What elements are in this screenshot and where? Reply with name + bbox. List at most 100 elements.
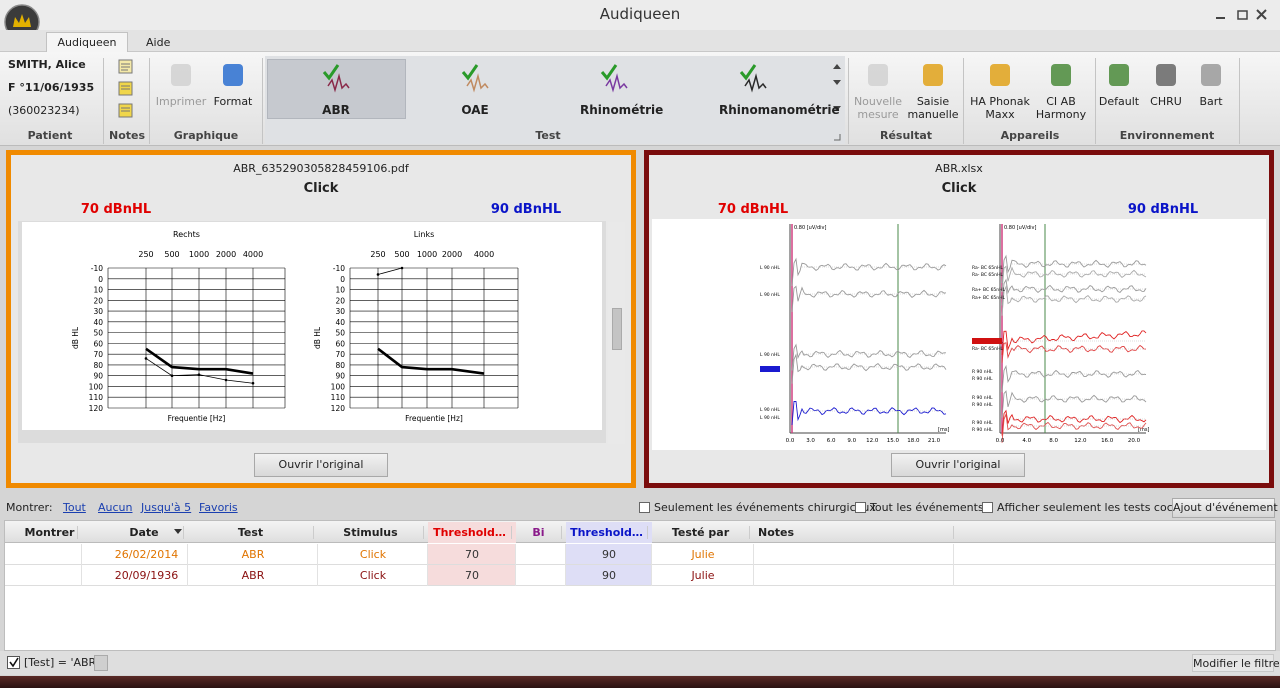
cell: 90 xyxy=(602,569,616,582)
button-icon[interactable] xyxy=(1105,58,1133,90)
tab[interactable]: Aide xyxy=(146,36,171,49)
y-tick-label: 120 xyxy=(331,404,346,413)
y-tick-label: 80 xyxy=(93,361,103,370)
button-label[interactable]: Rhinomanométrie xyxy=(719,103,840,117)
column-header[interactable]: Bi xyxy=(516,526,562,539)
icon xyxy=(1051,64,1071,86)
sort-arrow xyxy=(174,529,182,534)
y-tick-label: 40 xyxy=(335,318,345,327)
icon xyxy=(868,64,888,86)
waveform xyxy=(791,401,947,426)
tab[interactable]: Audiqueen xyxy=(46,32,128,53)
trace-marker xyxy=(760,366,780,372)
x-tick-label: 9.0 xyxy=(847,438,856,444)
y-tick-label: 110 xyxy=(89,393,104,402)
cell: Click xyxy=(359,569,387,582)
filter-link[interactable]: Tout xyxy=(63,501,86,514)
table-row[interactable] xyxy=(5,565,1275,586)
y-tick-label: 80 xyxy=(335,361,345,370)
filter-link[interactable]: Aucun xyxy=(98,501,133,514)
button-label[interactable]: OAE xyxy=(461,103,489,117)
cell-border xyxy=(651,565,652,586)
y-tick-label: 50 xyxy=(93,329,103,338)
edit-filter-button[interactable]: Modifier le filtre xyxy=(1192,654,1280,672)
button-icon[interactable] xyxy=(986,58,1014,90)
button-label[interactable]: Imprimer xyxy=(155,95,207,108)
cell-border xyxy=(317,565,318,586)
y-tick-label: 110 xyxy=(331,393,346,402)
gallery-scroll[interactable] xyxy=(830,60,844,144)
column-header[interactable]: Threshold… xyxy=(428,526,512,539)
filter-dropdown[interactable] xyxy=(94,655,108,671)
button-label[interactable]: HA Phonak Maxx xyxy=(970,95,1030,121)
threshold-point xyxy=(170,374,174,377)
trace-marker xyxy=(972,338,1002,344)
notes-icons[interactable] xyxy=(116,58,136,120)
checkbox-label: Tout les événements xyxy=(870,501,984,514)
add-event-button[interactable]: Ajout d'événement xyxy=(1172,498,1278,518)
button-label[interactable]: Saisie manuelle xyxy=(907,95,959,121)
column-header[interactable]: Stimulus xyxy=(318,526,424,539)
trace-label: Ra+ BC 65nHL xyxy=(972,295,1006,301)
threshold-point xyxy=(376,273,380,276)
left-level: 70 dBnHL xyxy=(80,202,152,217)
button-icon[interactable] xyxy=(919,58,947,90)
window-controls[interactable] xyxy=(1210,6,1274,24)
show-label: Montrer: xyxy=(6,501,53,514)
button-icon[interactable] xyxy=(1197,58,1225,90)
cell-border xyxy=(953,565,954,586)
button-label[interactable]: Format xyxy=(213,95,253,108)
open-original-button[interactable]: Ouvrir l'original xyxy=(891,453,1025,477)
separator xyxy=(262,58,263,144)
button-icon[interactable] xyxy=(219,58,247,90)
checkbox[interactable] xyxy=(639,502,650,513)
x-tick-label: 18.0 xyxy=(907,438,920,444)
filter-link[interactable]: Favoris xyxy=(199,501,238,514)
column-header[interactable]: Testé par xyxy=(652,526,750,539)
filter-checkbox[interactable] xyxy=(7,656,21,670)
taskbar xyxy=(0,676,1280,688)
button-icon[interactable] xyxy=(461,62,489,98)
button-icon[interactable] xyxy=(600,62,628,98)
button-label[interactable]: Rhinométrie xyxy=(580,103,664,117)
button-label[interactable]: Nouvelle mesure xyxy=(853,95,903,121)
glyph xyxy=(171,64,191,86)
checkbox-label: Seulement les événements chirurgicaux xyxy=(654,501,876,514)
threshold-point xyxy=(144,357,148,360)
waveform xyxy=(791,353,947,384)
button-label[interactable]: CHRU xyxy=(1150,95,1182,108)
column-header[interactable]: Date xyxy=(105,526,184,539)
filter-link[interactable]: Jusqu'à 5 xyxy=(141,501,192,514)
column-header[interactable]: Notes xyxy=(758,526,954,539)
scroll-thumb[interactable] xyxy=(612,308,622,350)
checkbox[interactable] xyxy=(982,502,993,513)
button-icon[interactable] xyxy=(167,58,195,90)
button-icon[interactable] xyxy=(1152,58,1180,90)
button-label[interactable]: Bart xyxy=(1199,95,1223,108)
right-level: 90 dBnHL xyxy=(490,202,562,217)
glyph xyxy=(327,73,350,93)
button-icon[interactable] xyxy=(1047,58,1075,90)
stimulus: Click xyxy=(941,181,977,196)
button-label[interactable]: Default xyxy=(1098,95,1140,108)
x-tick-label: 2000 xyxy=(216,250,236,259)
patient-details: F °11/06/1935 xyxy=(8,81,95,94)
column-header[interactable]: Threshold… xyxy=(566,526,648,539)
button-icon[interactable] xyxy=(739,62,767,98)
y-tick-label: 70 xyxy=(93,350,103,359)
table-row[interactable] xyxy=(5,544,1275,565)
title-bar xyxy=(0,0,1280,30)
button-label[interactable]: ABR xyxy=(322,103,350,117)
cell: 26/02/2014 xyxy=(114,548,179,561)
checkbox[interactable] xyxy=(855,502,866,513)
button-icon[interactable] xyxy=(322,62,350,98)
button-label[interactable]: CI AB Harmony xyxy=(1035,95,1087,121)
column-header[interactable]: Montrer xyxy=(22,526,78,539)
trace-label: R 90 nHL xyxy=(972,369,993,375)
button-label: Ouvrir l'original xyxy=(915,458,1001,471)
cell-border xyxy=(753,565,754,586)
cell: ABR xyxy=(241,569,265,582)
open-original-button[interactable]: Ouvrir l'original xyxy=(254,453,388,477)
column-header[interactable]: Test xyxy=(188,526,314,539)
button-icon[interactable] xyxy=(864,58,892,90)
